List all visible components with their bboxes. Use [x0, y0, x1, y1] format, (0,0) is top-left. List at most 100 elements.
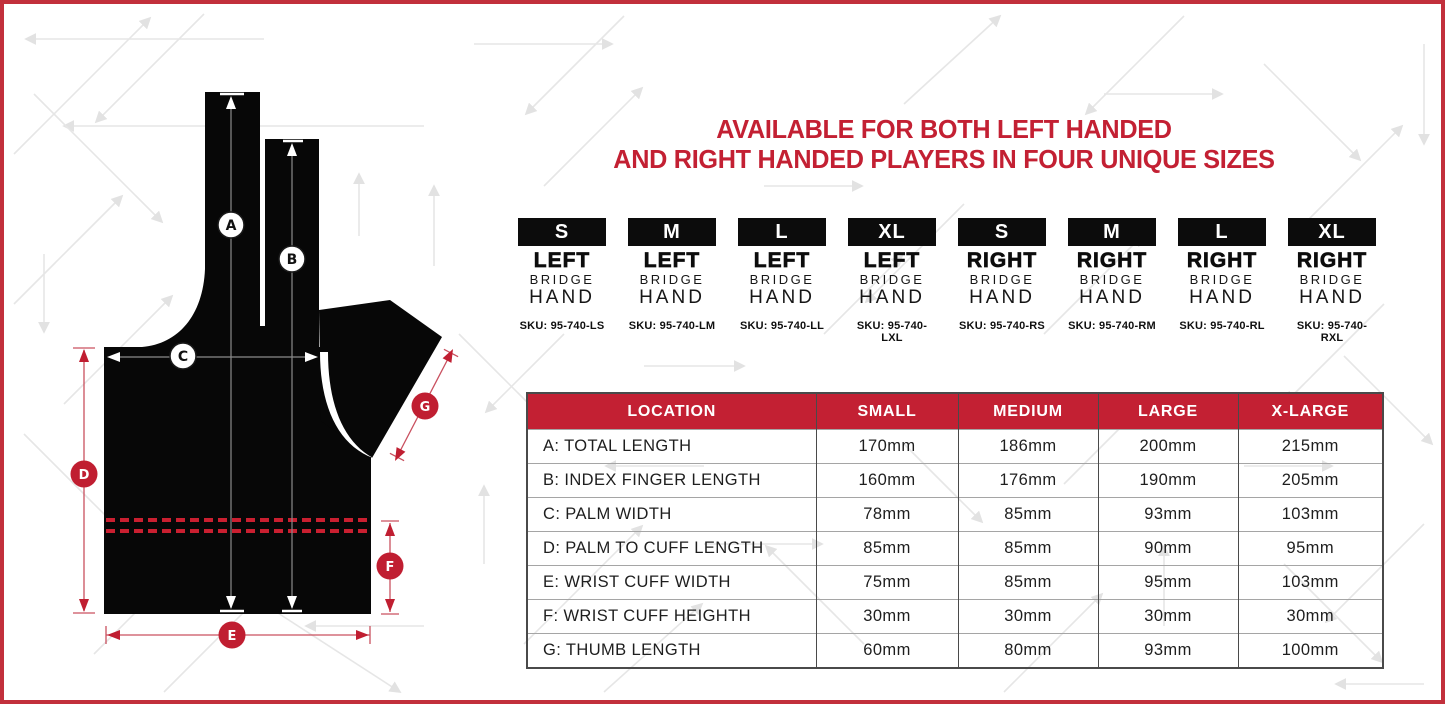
size-chart-header: LOCATION SMALL MEDIUM LARGE X-LARGE: [527, 393, 1384, 430]
label-circle-a: [217, 211, 245, 239]
value-cell: 93mm: [1098, 497, 1239, 532]
location-cell: C: PALM WIDTH: [527, 497, 817, 532]
label-d: D: [79, 468, 90, 483]
label-a: A: [226, 218, 237, 234]
sku-label: SKU: 95-740-LS: [519, 320, 605, 332]
size-badge: M RIGHT BRIDGE HAND SKU: 95-740-RM: [1068, 218, 1156, 344]
column-header-small: SMALL: [816, 393, 959, 430]
value-cell: 75mm: [816, 565, 959, 600]
bridge-label: BRIDGE: [639, 272, 705, 287]
column-header-medium: MEDIUM: [958, 393, 1099, 430]
hand-label: LEFT: [863, 249, 921, 272]
size-chart-body: A: TOTAL LENGTH 170mm 186mm 200mm 215mm …: [527, 429, 1384, 668]
label-circle-e: [218, 621, 246, 649]
size-box: XL: [1288, 218, 1376, 246]
location-cell: D: PALM TO CUFF LENGTH: [527, 531, 817, 566]
size-box: S: [958, 218, 1046, 246]
hand-word-label: HAND: [969, 287, 1035, 308]
measure-arrowheads-white: [107, 96, 318, 609]
sku-label: SKU: 95-740-RS: [959, 320, 1045, 332]
table-row: C: PALM WIDTH 78mm 85mm 93mm 103mm: [527, 497, 1384, 532]
location-cell: F: WRIST CUFF HEIGHTH: [527, 599, 817, 634]
sku-label: SKU: 95-740-LM: [628, 320, 716, 332]
location-cell: G: THUMB LENGTH: [527, 633, 817, 668]
measure-caps-white: [220, 92, 303, 613]
column-header-xlarge: X-LARGE: [1238, 393, 1384, 430]
sku-label: SKU: 95-740-LXL: [856, 320, 928, 344]
location-cell: B: INDEX FINGER LENGTH: [527, 463, 817, 498]
value-cell: 30mm: [1238, 599, 1384, 634]
location-cell: E: WRIST CUFF WIDTH: [527, 565, 817, 600]
hand-label: RIGHT: [966, 249, 1038, 272]
value-cell: 30mm: [816, 599, 959, 634]
size-box: L: [738, 218, 826, 246]
value-cell: 85mm: [958, 565, 1099, 600]
sku-label: SKU: 95-740-LL: [739, 320, 825, 332]
value-cell: 103mm: [1238, 565, 1384, 600]
column-header-large: LARGE: [1098, 393, 1239, 430]
table-row: B: INDEX FINGER LENGTH 160mm 176mm 190mm…: [527, 463, 1384, 498]
measure-lines-abc: [110, 99, 316, 608]
hand-label: LEFT: [643, 249, 701, 272]
hand-word-label: HAND: [749, 287, 815, 308]
size-box: M: [1068, 218, 1156, 246]
table-row: E: WRIST CUFF WIDTH 75mm 85mm 95mm 103mm: [527, 565, 1384, 600]
value-cell: 176mm: [958, 463, 1099, 498]
hand-label: RIGHT: [1296, 249, 1368, 272]
heading-line-1: AVAILABLE FOR BOTH LEFT HANDED: [716, 114, 1172, 144]
label-c: C: [178, 349, 188, 365]
sku-label: SKU: 95-740-RM: [1068, 320, 1156, 332]
label-b: B: [287, 252, 298, 268]
value-cell: 160mm: [816, 463, 959, 498]
size-badge: XL LEFT BRIDGE HAND SKU: 95-740-LXL: [848, 218, 936, 344]
stitch-lines: [106, 518, 370, 533]
bridge-label: BRIDGE: [1079, 272, 1145, 287]
table-row: G: THUMB LENGTH 60mm 80mm 93mm 100mm: [527, 633, 1384, 668]
value-cell: 103mm: [1238, 497, 1384, 532]
size-box: S: [518, 218, 606, 246]
bridge-label: BRIDGE: [529, 272, 595, 287]
table-row: A: TOTAL LENGTH 170mm 186mm 200mm 215mm: [527, 429, 1384, 464]
value-cell: 186mm: [958, 429, 1099, 464]
value-cell: 170mm: [816, 429, 959, 464]
value-cell: 93mm: [1098, 633, 1239, 668]
bridge-label: BRIDGE: [1299, 272, 1365, 287]
hand-label: LEFT: [753, 249, 811, 272]
value-cell: 100mm: [1238, 633, 1384, 668]
thumb: [319, 300, 442, 458]
bridge-label: BRIDGE: [859, 272, 925, 287]
sku-label: SKU: 95-740-RXL: [1296, 320, 1368, 344]
size-badge: XL RIGHT BRIDGE HAND SKU: 95-740-RXL: [1288, 218, 1376, 344]
label-circle-d: [70, 460, 98, 488]
location-cell: A: TOTAL LENGTH: [527, 429, 817, 464]
size-box: M: [628, 218, 716, 246]
bridge-label: BRIDGE: [969, 272, 1035, 287]
size-box: XL: [848, 218, 936, 246]
diagram-labels: A B C D E F G: [70, 211, 439, 649]
hand-word-label: HAND: [639, 287, 705, 308]
sku-label: SKU: 95-740-RL: [1179, 320, 1265, 332]
thumb-crotch-gap: [320, 352, 373, 458]
heading-line-2: AND RIGHT HANDED PLAYERS IN FOUR UNIQUE …: [613, 144, 1275, 174]
value-cell: 85mm: [958, 497, 1099, 532]
value-cell: 85mm: [816, 531, 959, 566]
value-cell: 215mm: [1238, 429, 1384, 464]
size-badges-row: S LEFT BRIDGE HAND SKU: 95-740-LS M LEFT…: [518, 218, 1376, 344]
hand-label: RIGHT: [1076, 249, 1148, 272]
value-cell: 200mm: [1098, 429, 1239, 464]
value-cell: 60mm: [816, 633, 959, 668]
value-cell: 205mm: [1238, 463, 1384, 498]
hand-label: RIGHT: [1186, 249, 1258, 272]
size-badge: S RIGHT BRIDGE HAND SKU: 95-740-RS: [958, 218, 1046, 344]
value-cell: 80mm: [958, 633, 1099, 668]
hand-word-label: HAND: [1079, 287, 1145, 308]
size-badge: M LEFT BRIDGE HAND SKU: 95-740-LM: [628, 218, 716, 344]
size-chart-table: LOCATION SMALL MEDIUM LARGE X-LARGE A: T…: [526, 392, 1384, 669]
table-row: D: PALM TO CUFF LENGTH 85mm 85mm 90mm 95…: [527, 531, 1384, 566]
value-cell: 190mm: [1098, 463, 1239, 498]
label-circle-c: [169, 342, 197, 370]
size-badge: L RIGHT BRIDGE HAND SKU: 95-740-RL: [1178, 218, 1266, 344]
header-row: LOCATION SMALL MEDIUM LARGE X-LARGE: [527, 393, 1384, 430]
glove-measurement-diagram: A B C D E F G: [70, 92, 459, 649]
